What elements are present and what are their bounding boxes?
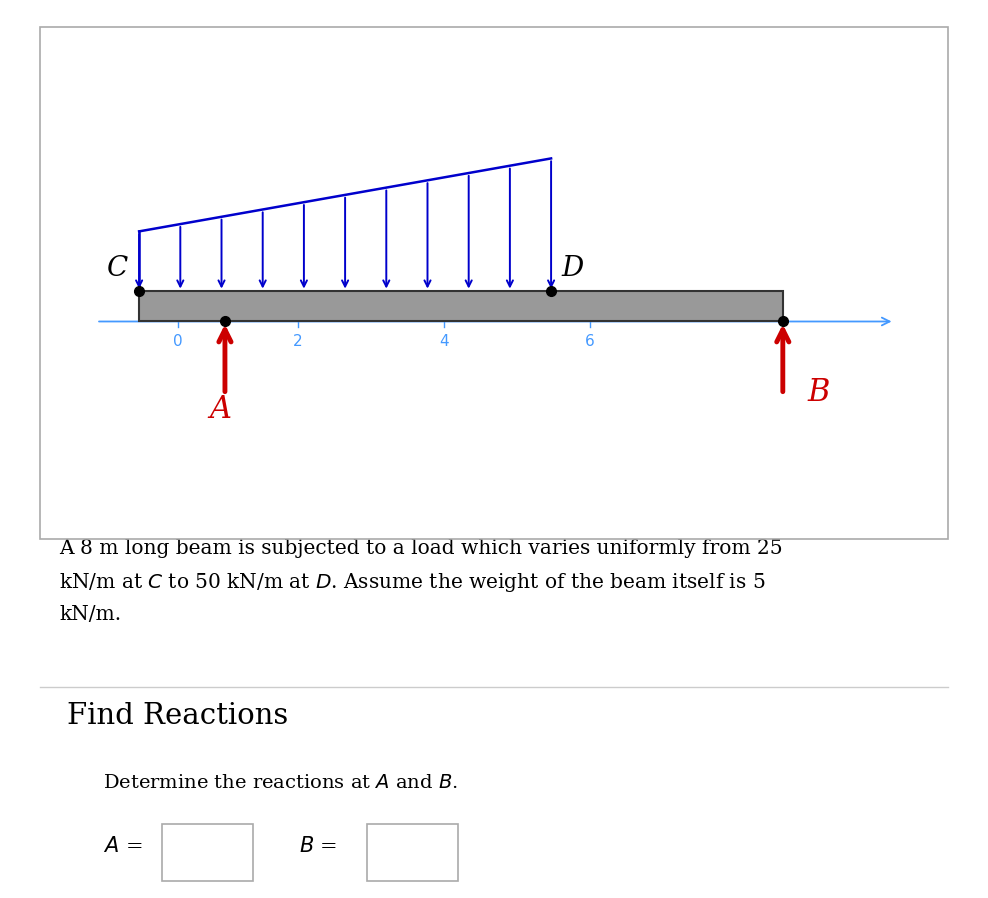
Text: Find Reactions: Find Reactions <box>67 702 288 730</box>
Text: A 8 m long beam is subjected to a load which varies uniformly from 25
kN/m at $C: A 8 m long beam is subjected to a load w… <box>59 539 782 624</box>
Text: B: B <box>807 377 830 409</box>
Bar <box>162 823 253 882</box>
Text: D: D <box>561 255 584 282</box>
Text: 4: 4 <box>439 334 449 349</box>
Text: $B$ =: $B$ = <box>298 836 337 857</box>
Text: 0: 0 <box>173 334 183 349</box>
Bar <box>139 292 782 321</box>
Text: A: A <box>209 394 231 426</box>
Text: Determine the reactions at $A$ and $B$.: Determine the reactions at $A$ and $B$. <box>103 774 458 792</box>
Text: $A$ =: $A$ = <box>103 836 142 857</box>
Text: C: C <box>107 255 127 282</box>
Bar <box>367 823 457 882</box>
Text: 2: 2 <box>293 334 302 349</box>
Text: 6: 6 <box>585 334 595 349</box>
